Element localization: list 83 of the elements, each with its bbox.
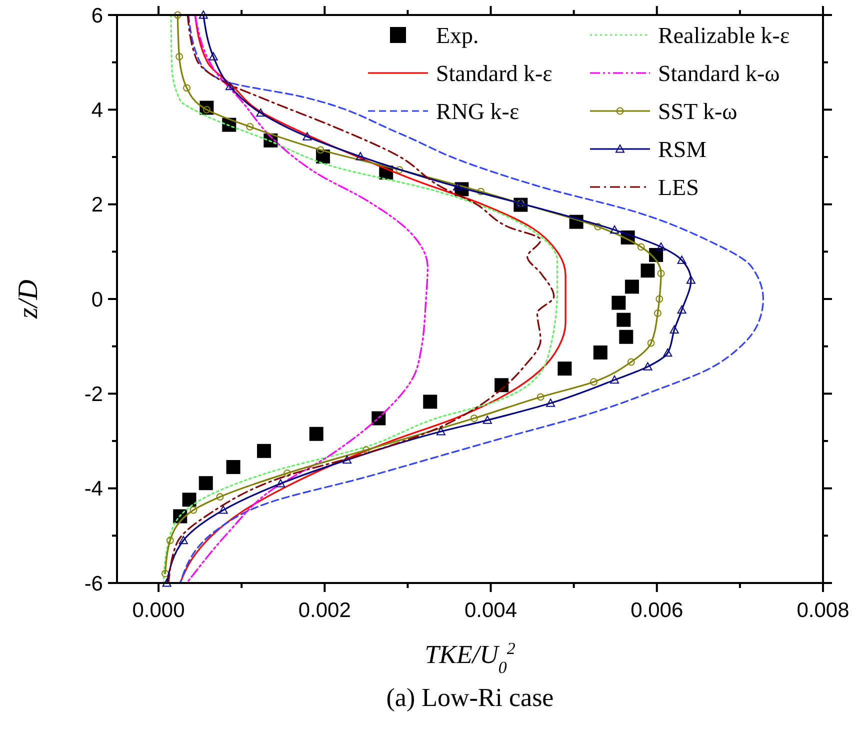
point xyxy=(624,280,639,294)
legend-label: LES xyxy=(658,175,699,200)
point xyxy=(619,330,634,344)
point xyxy=(656,295,664,303)
y-axis-title: z/D xyxy=(13,280,44,320)
point xyxy=(637,243,645,251)
point xyxy=(686,276,696,284)
point xyxy=(494,378,509,392)
x-tick-label: 0.000 xyxy=(132,599,185,622)
legend-label: Exp. xyxy=(436,23,479,48)
point xyxy=(590,378,598,386)
point xyxy=(656,242,666,251)
point xyxy=(558,362,572,376)
point xyxy=(647,339,655,347)
point xyxy=(162,578,172,587)
point xyxy=(677,256,686,264)
point xyxy=(610,375,620,384)
y-tick-label: 6 xyxy=(91,4,103,28)
point xyxy=(216,493,224,501)
point xyxy=(198,476,213,490)
legend-label: RNG k-ε xyxy=(436,99,520,124)
y-tick-label: 2 xyxy=(91,194,103,217)
point xyxy=(225,82,234,90)
point xyxy=(663,348,672,357)
point xyxy=(246,123,254,130)
point xyxy=(482,416,492,424)
point xyxy=(536,393,544,401)
point xyxy=(670,325,679,334)
legend-label: RSM xyxy=(658,137,707,162)
point xyxy=(190,506,198,514)
point xyxy=(226,460,240,474)
x-tick-label: 0.008 xyxy=(796,599,850,622)
y-tick-label: -2 xyxy=(84,383,103,406)
y-tick-label: -4 xyxy=(84,478,104,501)
point xyxy=(643,362,652,370)
point xyxy=(176,52,183,60)
point xyxy=(342,455,352,464)
point xyxy=(616,312,631,327)
point xyxy=(594,222,602,230)
x-tick-label: 0.006 xyxy=(630,599,684,622)
y-tick-label: -6 xyxy=(84,572,103,596)
point xyxy=(284,469,291,477)
legend-label: Standard k-ε xyxy=(436,61,552,86)
point xyxy=(423,394,438,409)
point xyxy=(208,52,218,60)
legend-label: SST k-ω xyxy=(658,99,738,124)
point xyxy=(612,296,626,310)
legend-label: Standard k-ω xyxy=(658,61,780,86)
point xyxy=(362,446,370,454)
point xyxy=(396,166,404,174)
point xyxy=(198,10,208,19)
point xyxy=(182,492,196,507)
point xyxy=(276,479,286,488)
point xyxy=(257,444,272,458)
point xyxy=(477,188,484,196)
point xyxy=(546,398,556,407)
point xyxy=(218,506,228,514)
point xyxy=(657,270,665,278)
point xyxy=(610,225,620,234)
line-series xyxy=(186,14,428,584)
x-tick-label: 0.004 xyxy=(464,599,518,622)
point xyxy=(356,152,365,160)
point xyxy=(677,305,686,314)
point xyxy=(436,427,446,436)
point xyxy=(316,146,324,154)
point xyxy=(256,108,266,117)
y-tick-label: 4 xyxy=(91,99,104,122)
point xyxy=(302,132,312,140)
point xyxy=(309,426,324,441)
point xyxy=(166,536,174,544)
point xyxy=(470,414,478,422)
point xyxy=(174,11,182,19)
legend-label: Realizable k-ε xyxy=(658,23,790,48)
x-tick-label: 0.002 xyxy=(298,599,351,622)
text: (a) Low-Ri case xyxy=(386,683,554,712)
point xyxy=(178,536,188,544)
point xyxy=(654,310,662,317)
point xyxy=(183,84,190,92)
y-tick-label: 0 xyxy=(91,288,103,312)
point xyxy=(161,570,169,578)
point xyxy=(627,358,635,366)
point xyxy=(640,264,655,278)
point xyxy=(593,345,608,360)
